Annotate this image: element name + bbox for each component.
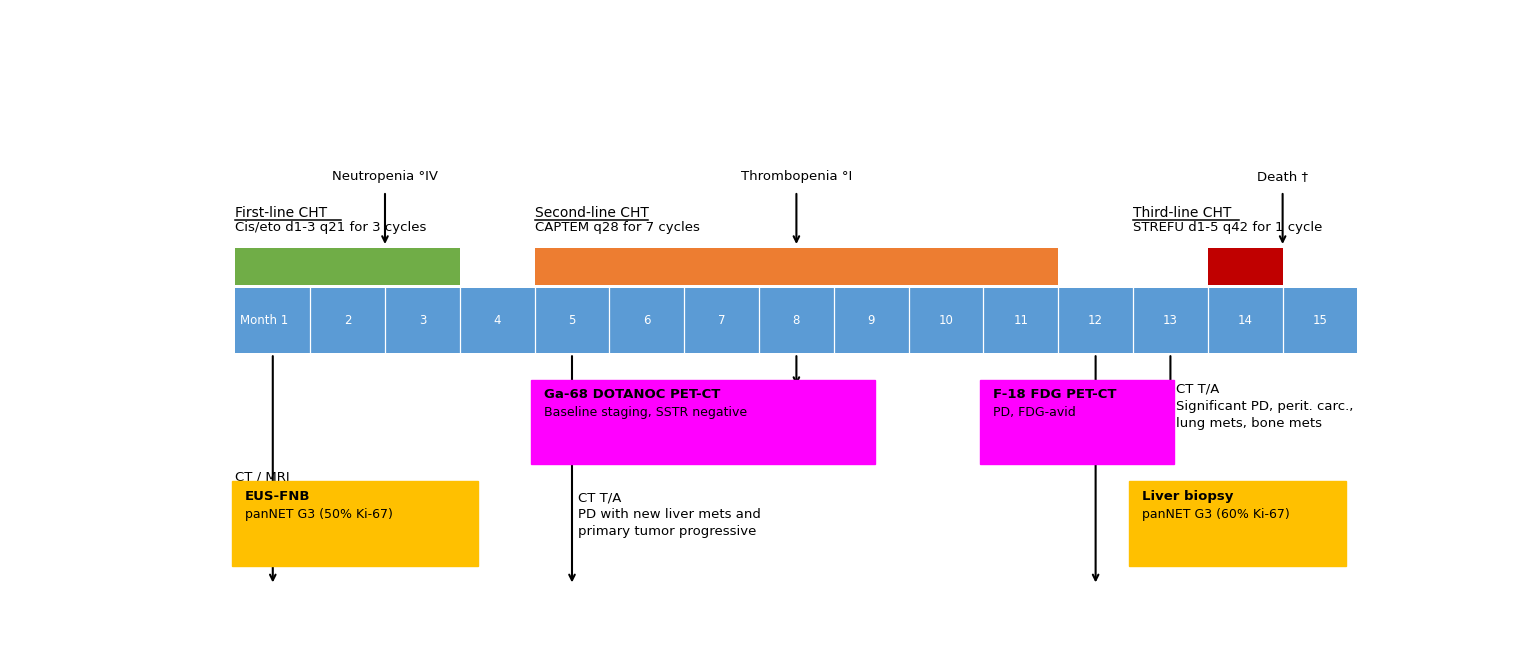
Text: 13: 13	[1163, 314, 1178, 327]
Text: 11: 11	[1013, 314, 1029, 327]
Text: CAPTEM q28 for 7 cycles: CAPTEM q28 for 7 cycles	[535, 221, 700, 234]
Text: 15: 15	[1312, 314, 1327, 327]
Bar	[235, 289, 1358, 354]
Text: CT T/A
Significant PD, perit. carc.,
lung mets, bone mets: CT T/A Significant PD, perit. carc., lun…	[1177, 382, 1353, 429]
Text: Month 1: Month 1	[239, 314, 288, 327]
Text: 10: 10	[939, 314, 954, 327]
FancyBboxPatch shape	[980, 380, 1173, 464]
Text: CT / MRI
Lesions in the
pancreas and liver: CT / MRI Lesions in the pancreas and liv…	[235, 470, 360, 517]
Text: STREFU d1-5 q42 for 1 cycle: STREFU d1-5 q42 for 1 cycle	[1132, 221, 1323, 234]
Bar	[235, 248, 460, 285]
Bar	[535, 248, 1058, 285]
Text: Ga-68 DOTANOC PET-CT: Ga-68 DOTANOC PET-CT	[544, 389, 721, 401]
Text: Third-line CHT: Third-line CHT	[1132, 205, 1231, 219]
Text: First-line CHT: First-line CHT	[235, 205, 328, 219]
Text: Baseline staging, SSTR negative: Baseline staging, SSTR negative	[544, 406, 747, 419]
Text: 8: 8	[792, 314, 800, 327]
Text: 12: 12	[1088, 314, 1103, 327]
Text: 2: 2	[344, 314, 352, 327]
FancyBboxPatch shape	[232, 482, 479, 566]
Text: Cis/eto d1-3 q21 for 3 cycles: Cis/eto d1-3 q21 for 3 cycles	[235, 221, 427, 234]
Text: panNET G3 (50% Ki-67): panNET G3 (50% Ki-67)	[245, 508, 393, 521]
Text: 7: 7	[718, 314, 725, 327]
Bar	[1209, 248, 1283, 285]
Text: PD, FDG-avid: PD, FDG-avid	[992, 406, 1076, 419]
Text: panNET G3 (60% Ki-67): panNET G3 (60% Ki-67)	[1143, 508, 1291, 521]
Text: F-18 FDG PET-CT: F-18 FDG PET-CT	[992, 389, 1117, 401]
Text: Second-line CHT: Second-line CHT	[535, 205, 649, 219]
Text: 6: 6	[643, 314, 651, 327]
Text: EUS-FNB: EUS-FNB	[245, 491, 311, 503]
Text: 14: 14	[1237, 314, 1253, 327]
Text: 3: 3	[419, 314, 427, 327]
Text: Neutropenia °IV: Neutropenia °IV	[332, 170, 437, 183]
Text: 5: 5	[568, 314, 576, 327]
Text: 9: 9	[867, 314, 875, 327]
Text: 4: 4	[494, 314, 501, 327]
Text: Liver biopsy: Liver biopsy	[1143, 491, 1234, 503]
FancyBboxPatch shape	[1129, 482, 1346, 566]
Text: Thrombopenia °I: Thrombopenia °I	[741, 170, 852, 183]
Text: CT T/A
SD: CT T/A SD	[802, 380, 846, 411]
Text: Death †: Death †	[1257, 170, 1308, 183]
FancyBboxPatch shape	[530, 380, 875, 464]
Text: CT T/A
PD with new liver mets and
primary tumor progressive: CT T/A PD with new liver mets and primar…	[578, 491, 760, 538]
